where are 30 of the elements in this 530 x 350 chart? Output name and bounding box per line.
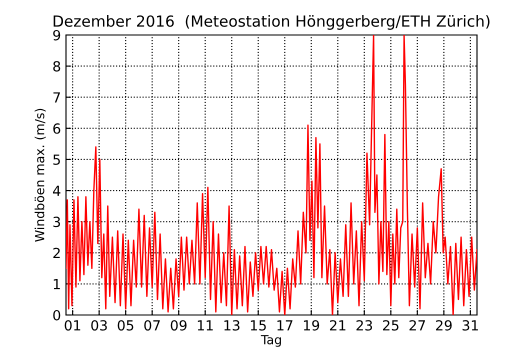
y-tick-label: 4 <box>52 186 60 196</box>
y-tick-label: 3 <box>53 216 60 228</box>
x-tick-label: 23 <box>356 320 372 331</box>
x-tick-label: 27 <box>410 320 425 330</box>
chart-title: Dezember 2016 (Meteostation Hönggerberg/ETH Zürich) <box>54 15 490 30</box>
x-tick-label: 11 <box>198 320 213 330</box>
y-tick-label: 8 <box>53 61 60 72</box>
x-tick-label: 05 <box>118 320 134 331</box>
y-axis-title: Windböen max. (m/s) <box>34 108 46 242</box>
x-tick-label: 17 <box>277 320 292 330</box>
x-tick-label: 25 <box>383 320 398 331</box>
y-tick-label: 1 <box>54 279 60 290</box>
x-tick-label: 09 <box>170 320 187 331</box>
x-tick-label: 29 <box>436 320 452 331</box>
x-tick-label: 03 <box>91 320 107 331</box>
y-tick-label: 7 <box>53 92 60 102</box>
x-axis-title: Tag <box>260 335 281 347</box>
y-tick-label: 2 <box>53 248 60 258</box>
x-tick-label: 13 <box>224 320 240 331</box>
y-tick-label: 9 <box>53 30 60 40</box>
x-tick-label: 01 <box>64 320 80 331</box>
x-tick-label: 21 <box>330 320 346 330</box>
y-tick-label: 0 <box>53 310 60 320</box>
y-tick-label: 6 <box>53 123 60 134</box>
y-tick-label: 5 <box>53 154 60 165</box>
x-tick-label: 07 <box>144 320 160 331</box>
x-tick-label: 19 <box>304 320 320 331</box>
x-tick-label: 31 <box>462 320 478 331</box>
x-tick-label: 15 <box>250 320 266 331</box>
line-series <box>66 35 477 315</box>
